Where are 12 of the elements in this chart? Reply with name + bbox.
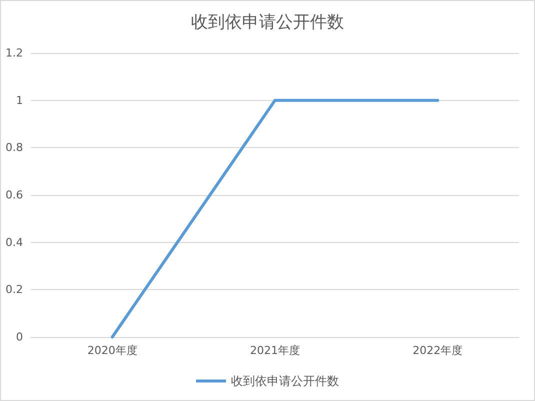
- chart-title: 收到依申请公开件数: [191, 12, 344, 32]
- y-tick-label: 0.2: [6, 283, 23, 296]
- y-tick-label: 0: [16, 330, 23, 344]
- y-tick-label: 0.4: [6, 236, 23, 249]
- y-tick-label: 0.6: [6, 188, 23, 202]
- y-tick-label: 1: [16, 94, 23, 107]
- y-tick-label: 1.2: [6, 46, 23, 60]
- legend-label: 收到依申请公开件数: [231, 374, 339, 388]
- x-tick-label: 2021年度: [250, 344, 300, 357]
- x-tick-label: 2022年度: [412, 344, 463, 357]
- x-tick-label: 2020年度: [87, 344, 138, 357]
- y-tick-label: 0.8: [6, 141, 23, 154]
